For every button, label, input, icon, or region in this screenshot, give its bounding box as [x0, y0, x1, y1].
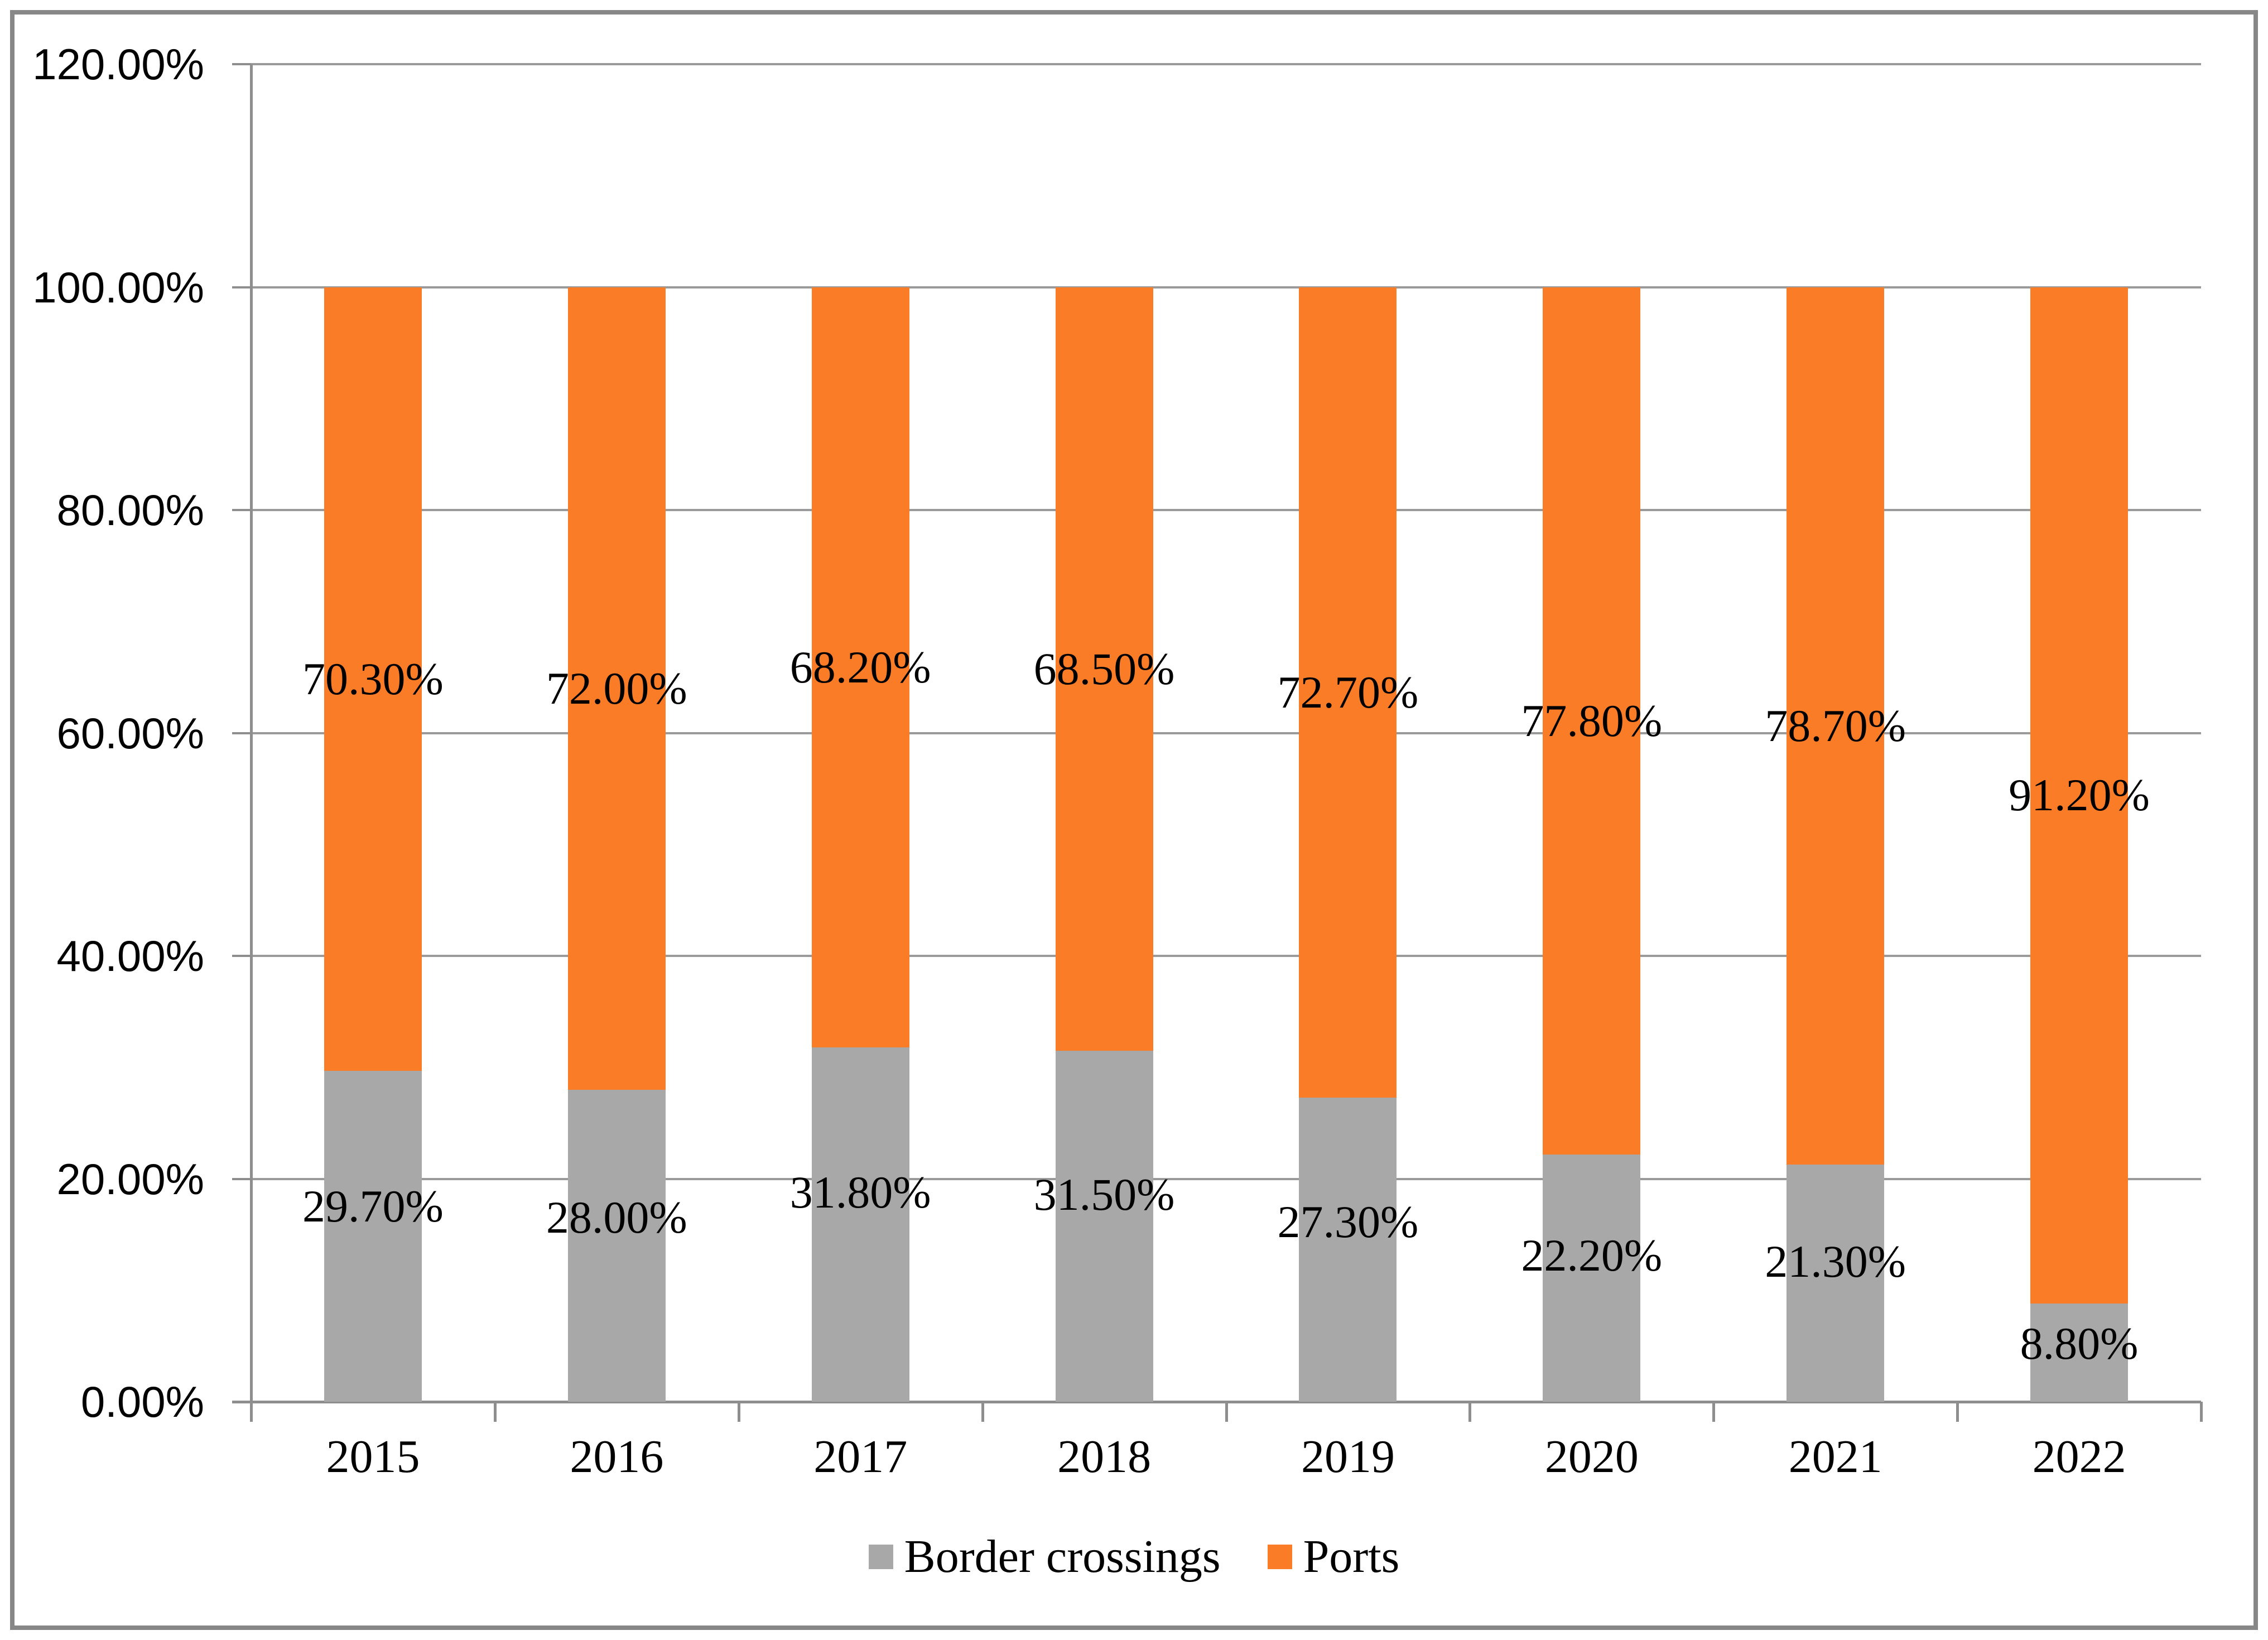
gridline-60pct	[251, 732, 2201, 734]
data-label-border-crossings-2015: 29.70%	[302, 1180, 444, 1232]
data-label-ports-2020: 77.80%	[1521, 695, 1663, 746]
legend-label: Ports	[1303, 1531, 1400, 1583]
bar-2020-border-crossings[interactable]	[1543, 1154, 1641, 1402]
data-label-ports-2016: 72.00%	[546, 662, 687, 714]
bar-2016-ports[interactable]	[567, 287, 666, 1090]
bar-2022-ports[interactable]	[2030, 287, 2129, 1304]
bar-2021-border-crossings[interactable]	[1787, 1164, 1885, 1402]
x-axis-label-2019: 2019	[1301, 1431, 1395, 1483]
data-label-border-crossings-2022: 8.80%	[2020, 1318, 2139, 1369]
x-axis-tick-7	[1956, 1402, 1959, 1422]
data-label-border-crossings-2019: 27.30%	[1277, 1196, 1419, 1248]
y-axis-label-100pct: 100.00%	[32, 262, 204, 312]
y-axis-label-20pct: 20.00%	[56, 1154, 204, 1204]
data-label-ports-2017: 68.20%	[789, 641, 931, 692]
legend-label: Border crossings	[904, 1531, 1221, 1583]
legend-swatch-ports	[1267, 1545, 1292, 1569]
y-axis-tick-100pct	[232, 286, 251, 288]
legend-item-border-crossings[interactable]: Border crossings	[868, 1531, 1221, 1583]
bar-2018-border-crossings[interactable]	[1055, 1050, 1153, 1402]
data-label-border-crossings-2021: 21.30%	[1765, 1235, 1906, 1287]
legend: Border crossings Ports	[0, 1521, 2268, 1593]
legend-item-ports[interactable]: Ports	[1267, 1531, 1400, 1583]
y-axis-tick-60pct	[232, 732, 251, 734]
bar-2019-ports[interactable]	[1299, 287, 1397, 1098]
bar-2021-ports[interactable]	[1787, 287, 1885, 1165]
y-axis-tick-80pct	[232, 509, 251, 511]
bar-2020-ports[interactable]	[1543, 287, 1641, 1155]
bar-2018-ports[interactable]	[1055, 287, 1153, 1051]
bar-2019-border-crossings[interactable]	[1299, 1097, 1397, 1402]
data-label-border-crossings-2017: 31.80%	[789, 1167, 931, 1218]
y-axis-line	[250, 64, 253, 1422]
y-axis-label-40pct: 40.00%	[56, 931, 204, 980]
bar-2015-border-crossings[interactable]	[324, 1070, 422, 1402]
data-label-ports-2022: 91.20%	[2009, 769, 2150, 821]
y-axis-label-120pct: 120.00%	[32, 40, 204, 89]
bar-2017-ports[interactable]	[811, 287, 909, 1047]
x-axis-label-2022: 2022	[2032, 1431, 2126, 1483]
x-axis-label-2020: 2020	[1544, 1431, 1639, 1483]
x-axis-line	[232, 1401, 2201, 1403]
x-axis-tick-4	[1225, 1402, 1228, 1422]
bar-2016-border-crossings[interactable]	[567, 1089, 666, 1402]
data-label-ports-2015: 70.30%	[302, 653, 444, 704]
data-label-border-crossings-2016: 28.00%	[546, 1192, 687, 1243]
bar-2015-ports[interactable]	[324, 287, 422, 1071]
y-axis-label-0pct: 0.00%	[80, 1377, 204, 1426]
data-label-border-crossings-2020: 22.20%	[1521, 1230, 1663, 1281]
x-axis-tick-1	[493, 1402, 497, 1422]
x-axis-tick-3	[981, 1402, 984, 1422]
gridline-20pct	[251, 1177, 2201, 1180]
bar-2017-border-crossings[interactable]	[811, 1047, 909, 1402]
y-axis-tick-120pct	[232, 63, 251, 65]
gridline-100pct	[251, 286, 2201, 288]
x-axis-label-2016: 2016	[570, 1431, 664, 1483]
chart-outer-border	[10, 10, 2258, 1630]
gridline-40pct	[251, 955, 2201, 957]
y-axis-tick-20pct	[232, 1177, 251, 1180]
x-axis-label-2017: 2017	[813, 1431, 908, 1483]
data-label-ports-2018: 68.50%	[1033, 643, 1175, 694]
data-label-ports-2021: 78.70%	[1765, 700, 1906, 751]
x-axis-label-2015: 2015	[326, 1431, 420, 1483]
y-axis-tick-40pct	[232, 955, 251, 957]
x-axis-tick-6	[1712, 1402, 1716, 1422]
x-axis-tick-5	[1468, 1402, 1472, 1422]
x-axis-tick-8	[2200, 1402, 2203, 1422]
gridline-120pct	[251, 63, 2201, 65]
y-axis-label-60pct: 60.00%	[56, 708, 204, 758]
y-axis-label-80pct: 80.00%	[56, 485, 204, 535]
bar-2022-border-crossings[interactable]	[2030, 1304, 2129, 1402]
x-axis-label-2018: 2018	[1057, 1431, 1152, 1483]
x-axis-label-2021: 2021	[1788, 1431, 1882, 1483]
data-label-ports-2019: 72.70%	[1277, 666, 1419, 718]
data-label-border-crossings-2018: 31.50%	[1033, 1168, 1175, 1220]
gridline-80pct	[251, 509, 2201, 511]
x-axis-tick-2	[737, 1402, 740, 1422]
legend-swatch-border-crossings	[868, 1545, 893, 1569]
